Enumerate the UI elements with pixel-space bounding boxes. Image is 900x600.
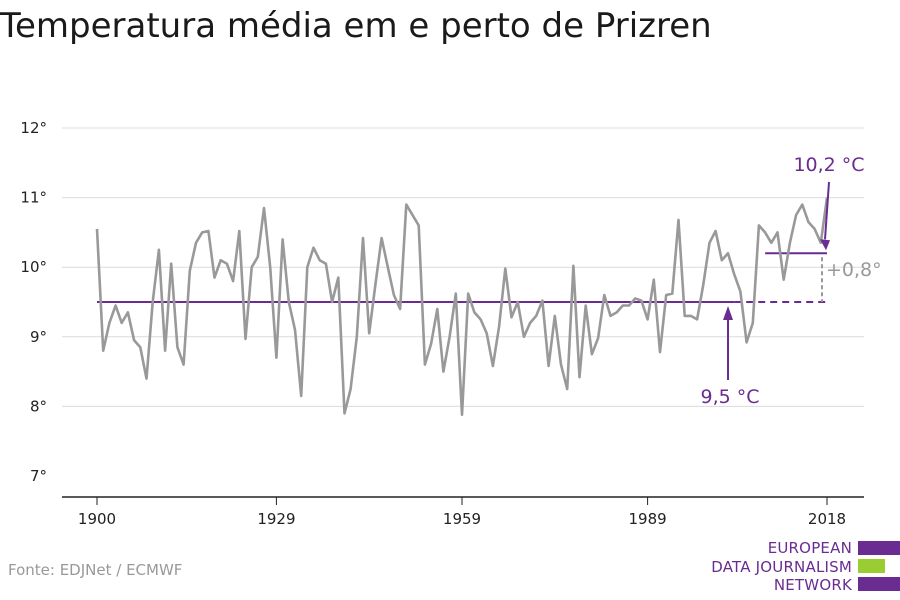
x-axis: 1900 1929 1959 1989 2018 <box>62 496 864 528</box>
difference-label: +0,8° <box>826 259 882 281</box>
logo-bar-purple-top <box>858 541 900 555</box>
chart-title: Temperatura média em e perto de Prizren <box>0 6 712 46</box>
recent-arrow-head <box>820 239 830 251</box>
x-tick-label-1900: 1900 <box>78 510 116 528</box>
y-tick-label-12: 12° <box>20 119 47 137</box>
logo-line-1: EUROPEAN <box>767 539 852 557</box>
gridlines <box>62 127 864 407</box>
x-tick-label-1959: 1959 <box>443 510 481 528</box>
x-tick-label-1989: 1989 <box>628 510 666 528</box>
annotations: 9,5 °C 10,2 °C +0,8° <box>701 154 882 408</box>
y-tick-label-9: 9° <box>30 328 47 346</box>
baseline-value-label: 9,5 °C <box>701 386 760 408</box>
logo-line-2: DATA JOURNALISM <box>711 558 852 576</box>
edjnet-logo: EUROPEAN DATA JOURNALISM NETWORK <box>690 530 900 600</box>
logo-bar-green <box>858 559 885 573</box>
baseline-arrow-head <box>723 306 734 320</box>
recent-value-label: 10,2 °C <box>793 154 864 176</box>
recent-arrow-shaft <box>824 181 830 240</box>
data-series <box>95 197 829 417</box>
reference-lines <box>97 252 827 303</box>
y-tick-label-8: 8° <box>30 397 47 415</box>
temperature-line-1 <box>95 197 829 417</box>
x-tick-label-2018: 2018 <box>808 510 846 528</box>
y-tick-label-10: 10° <box>20 258 47 276</box>
y-tick-label-11: 11° <box>20 189 47 207</box>
y-tick-label-7: 7° <box>30 467 47 485</box>
logo-line-3: NETWORK <box>773 576 852 594</box>
y-axis-tick-labels: 7° 8° 9° 10° 11° 12° <box>20 119 47 485</box>
source-note: Fonte: EDJNet / ECMWF <box>8 561 183 579</box>
x-tick-label-1929: 1929 <box>257 510 295 528</box>
logo-bar-purple-bottom <box>858 577 900 591</box>
